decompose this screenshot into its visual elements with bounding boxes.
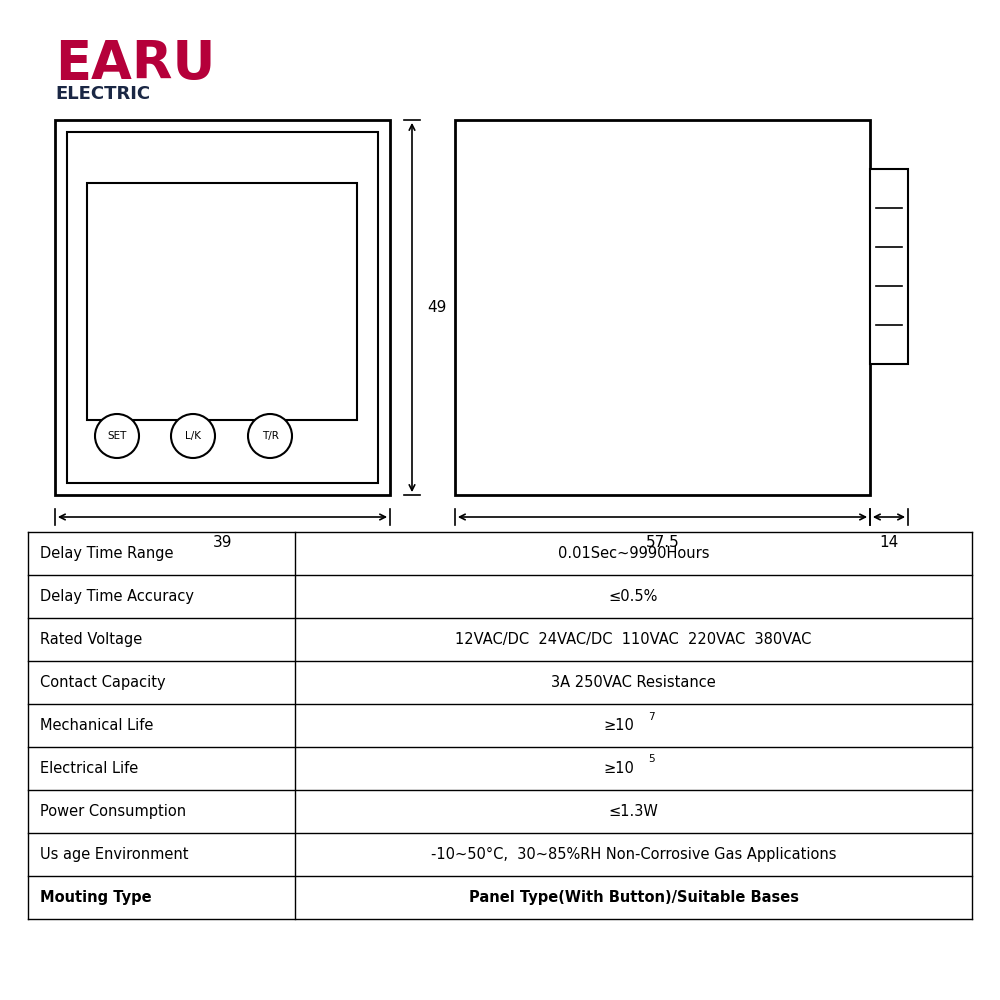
Bar (455, 120, 870, 495)
Text: 12VAC/DC  24VAC/DC  110VAC  220VAC  380VAC: 12VAC/DC 24VAC/DC 110VAC 220VAC 380VAC (455, 632, 812, 647)
Text: 3A 250VAC Resistance: 3A 250VAC Resistance (551, 675, 716, 690)
Text: 14: 14 (879, 535, 899, 550)
Text: Mouting Type: Mouting Type (40, 890, 152, 905)
Text: 49: 49 (427, 300, 446, 315)
Text: Mechanical Life: Mechanical Life (40, 718, 153, 733)
Bar (870, 169, 908, 364)
Text: 57.5: 57.5 (646, 535, 679, 550)
Text: -10~50°C,  30~85%RH Non-Corrosive Gas Applications: -10~50°C, 30~85%RH Non-Corrosive Gas App… (431, 847, 836, 862)
Text: 39: 39 (213, 535, 232, 550)
Text: 5: 5 (648, 755, 655, 764)
Circle shape (171, 414, 215, 458)
Text: T/R: T/R (262, 431, 278, 441)
Text: Rated Voltage: Rated Voltage (40, 632, 142, 647)
Text: Contact Capacity: Contact Capacity (40, 675, 166, 690)
Text: Delay Time Range: Delay Time Range (40, 546, 174, 561)
Text: Panel Type(With Button)/Suitable Bases: Panel Type(With Button)/Suitable Bases (469, 890, 799, 905)
Text: ≤1.3W: ≤1.3W (609, 804, 658, 819)
Text: ≥10: ≥10 (603, 718, 634, 733)
Bar (87, 183, 357, 420)
Text: ≥10: ≥10 (603, 761, 634, 776)
Text: ELECTRIC: ELECTRIC (55, 85, 150, 103)
Bar (67, 132, 378, 483)
Text: EARU: EARU (55, 38, 215, 90)
Text: Delay Time Accuracy: Delay Time Accuracy (40, 589, 194, 604)
Circle shape (95, 414, 139, 458)
Text: 0.01Sec~9990Hours: 0.01Sec~9990Hours (558, 546, 709, 561)
Text: SET: SET (107, 431, 127, 441)
Circle shape (248, 414, 292, 458)
Bar (55, 120, 390, 495)
Text: ≤0.5%: ≤0.5% (609, 589, 658, 604)
Text: L/K: L/K (185, 431, 201, 441)
Text: Us age Environment: Us age Environment (40, 847, 188, 862)
Text: Power Consumption: Power Consumption (40, 804, 186, 819)
Text: 7: 7 (648, 712, 655, 722)
Text: Electrical Life: Electrical Life (40, 761, 138, 776)
